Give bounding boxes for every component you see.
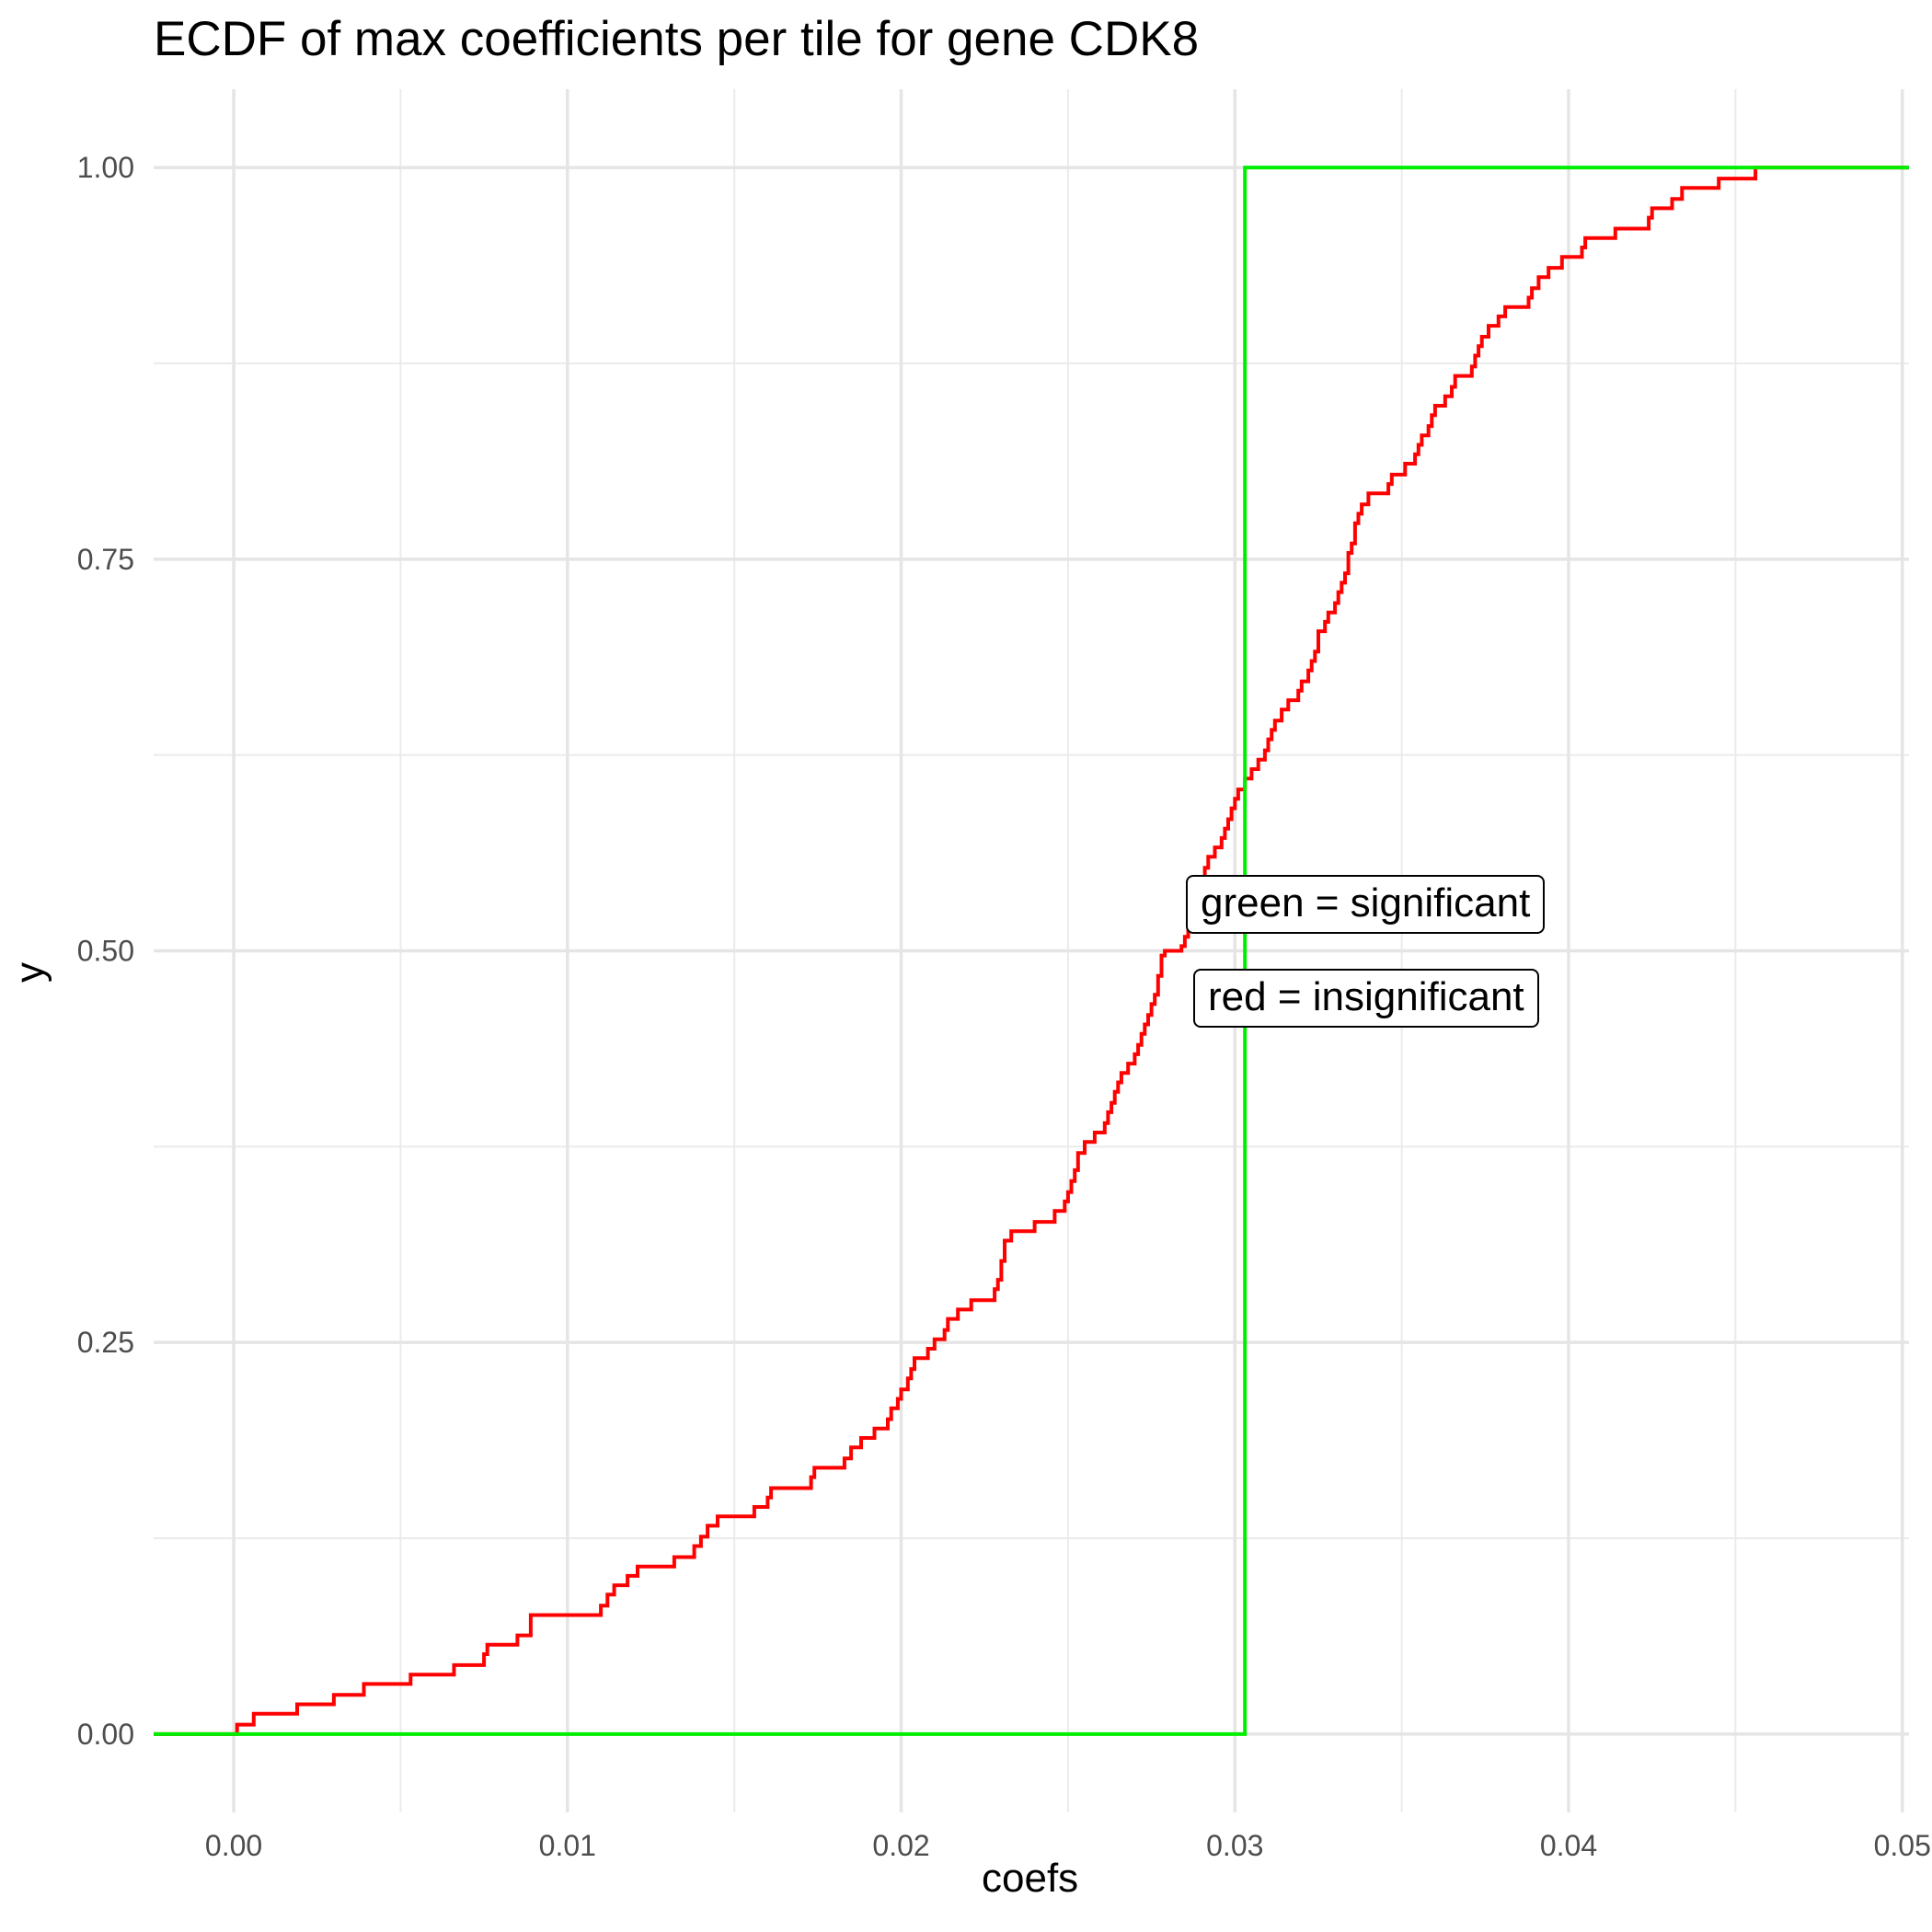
y-tick-label: 0.25: [77, 1326, 134, 1359]
y-tick-label: 0.00: [77, 1718, 134, 1751]
x-axis-label: coefs: [982, 1856, 1078, 1902]
y-axis-ticks: 0.00 0.25 0.50 0.75 1.00: [77, 151, 134, 1751]
grid: [154, 89, 1909, 1812]
x-tick-label: 0.04: [1540, 1829, 1597, 1862]
y-tick-label: 0.75: [77, 543, 134, 576]
annotation-insignificant: red = insignificant: [1193, 969, 1539, 1028]
y-tick-label: 1.00: [77, 151, 134, 184]
chart-title: ECDF of max coefficients per tile for ge…: [154, 11, 1199, 67]
y-tick-label: 0.50: [77, 935, 134, 968]
x-tick-label: 0.01: [539, 1829, 596, 1862]
x-tick-label: 0.03: [1206, 1829, 1263, 1862]
x-tick-label: 0.05: [1874, 1829, 1931, 1862]
x-tick-label: 0.02: [872, 1829, 929, 1862]
annotation-significant: green = significant: [1186, 875, 1545, 934]
y-axis-label: y: [7, 962, 53, 983]
x-tick-label: 0.00: [205, 1829, 262, 1862]
